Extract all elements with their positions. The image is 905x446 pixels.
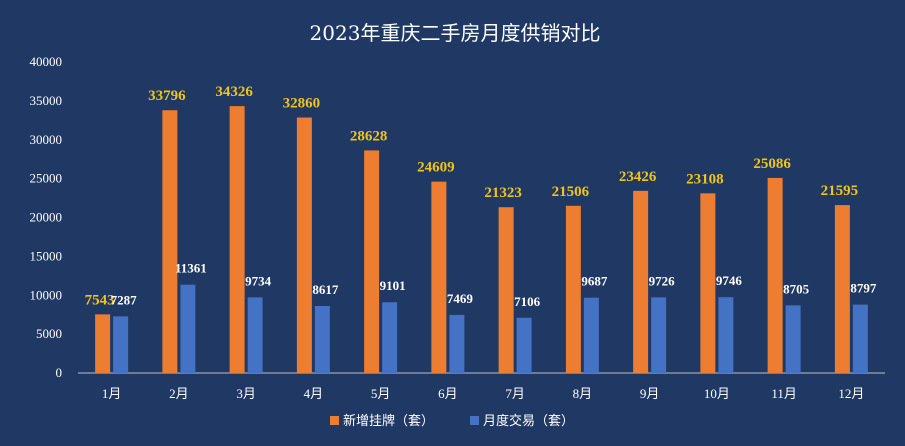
bar-monthly-deal xyxy=(247,297,263,373)
data-label-monthly-deal: 8617 xyxy=(312,282,339,297)
x-tick-label: 5月 xyxy=(371,386,391,401)
bar-new-listing xyxy=(498,207,514,373)
bar-new-listing xyxy=(95,314,111,373)
data-label-new-listing: 24609 xyxy=(417,160,455,176)
y-tick-label: 15000 xyxy=(30,248,63,263)
x-tick-label: 12月 xyxy=(838,386,864,401)
bar-new-listing xyxy=(700,193,716,373)
bar-monthly-deal xyxy=(852,304,868,373)
y-tick-label: 30000 xyxy=(30,132,63,147)
legend-label: 新增挂牌（套） xyxy=(343,413,434,429)
bar-new-listing xyxy=(162,110,178,374)
data-label-new-listing: 23108 xyxy=(686,171,724,187)
bar-monthly-deal xyxy=(449,314,465,373)
data-label-new-listing: 21323 xyxy=(484,185,522,201)
data-label-monthly-deal: 7106 xyxy=(514,294,541,309)
chart-title: 2023年重庆二手房月度供销对比 xyxy=(310,21,601,45)
x-tick-label: 6月 xyxy=(438,386,458,401)
legend-swatch xyxy=(330,416,339,425)
data-label-monthly-deal: 7469 xyxy=(447,291,474,306)
bar-new-listing xyxy=(431,181,447,373)
bar-monthly-deal xyxy=(314,306,330,373)
bar-monthly-deal xyxy=(516,317,532,373)
bar-monthly-deal xyxy=(718,297,734,373)
bar-monthly-deal xyxy=(180,284,196,373)
y-tick-label: 20000 xyxy=(30,210,63,225)
x-tick-label: 10月 xyxy=(704,386,730,401)
data-label-monthly-deal: 8705 xyxy=(783,281,810,296)
bar-monthly-deal xyxy=(113,316,129,373)
bar-new-listing xyxy=(296,117,312,374)
data-label-monthly-deal: 9101 xyxy=(380,278,406,293)
data-label-monthly-deal: 7287 xyxy=(111,292,138,307)
data-label-monthly-deal: 9687 xyxy=(581,274,608,289)
x-tick-label: 1月 xyxy=(102,386,122,401)
x-tick-label: 3月 xyxy=(236,386,256,401)
legend-swatch xyxy=(470,416,479,425)
x-axis: 1月 2月 3月 4月 5月 6月 7月 8月 9月 10月 11月 12月 xyxy=(78,372,885,401)
x-tick-label: 8月 xyxy=(573,386,593,401)
bar-new-listing xyxy=(229,106,245,373)
data-label-new-listing: 23426 xyxy=(619,169,657,185)
bar-monthly-deal xyxy=(651,297,667,373)
x-tick-label: 2月 xyxy=(169,386,189,401)
data-label-new-listing: 25086 xyxy=(753,156,791,172)
legend: 新增挂牌（套） 月度交易（套） xyxy=(330,413,574,429)
bar-new-listing xyxy=(834,205,850,373)
x-tick-label: 4月 xyxy=(304,386,324,401)
data-label-new-listing: 21595 xyxy=(821,183,859,199)
bar-new-listing xyxy=(767,177,783,373)
bar-monthly-deal xyxy=(382,302,398,373)
y-tick-label: 25000 xyxy=(30,171,63,186)
y-tick-label: 35000 xyxy=(30,93,63,108)
bar-monthly-deal xyxy=(785,305,801,373)
data-label-monthly-deal: 9746 xyxy=(716,273,743,288)
x-tick-label: 9月 xyxy=(640,386,660,401)
data-label-new-listing: 34326 xyxy=(215,84,253,100)
data-label-new-listing: 33796 xyxy=(148,88,186,104)
legend-label: 月度交易（套） xyxy=(483,413,574,429)
data-label-new-listing: 28628 xyxy=(350,128,388,144)
data-label-new-listing: 32860 xyxy=(283,96,321,112)
bar-new-listing xyxy=(364,150,380,373)
y-tick-label: 10000 xyxy=(30,287,63,302)
bar-new-listing xyxy=(633,190,649,373)
data-label-monthly-deal: 8797 xyxy=(850,281,877,296)
data-label-monthly-deal: 9734 xyxy=(245,273,272,288)
y-tick-label: 5000 xyxy=(36,326,62,341)
bars xyxy=(95,106,868,374)
data-label-new-listing: 21506 xyxy=(552,184,590,200)
data-label-monthly-deal: 9726 xyxy=(649,273,676,288)
bar-monthly-deal xyxy=(583,297,599,373)
y-tick-label: 0 xyxy=(56,365,63,380)
data-label-new-listing: 7543 xyxy=(85,292,115,308)
y-tick-label: 40000 xyxy=(30,54,63,69)
bar-new-listing xyxy=(565,205,581,373)
x-tick-label: 7月 xyxy=(505,386,525,401)
y-axis: 0 5000 10000 15000 20000 25000 30000 35000 40000 xyxy=(30,54,63,380)
x-tick-label: 11月 xyxy=(771,386,797,401)
data-label-monthly-deal: 11361 xyxy=(175,261,207,276)
